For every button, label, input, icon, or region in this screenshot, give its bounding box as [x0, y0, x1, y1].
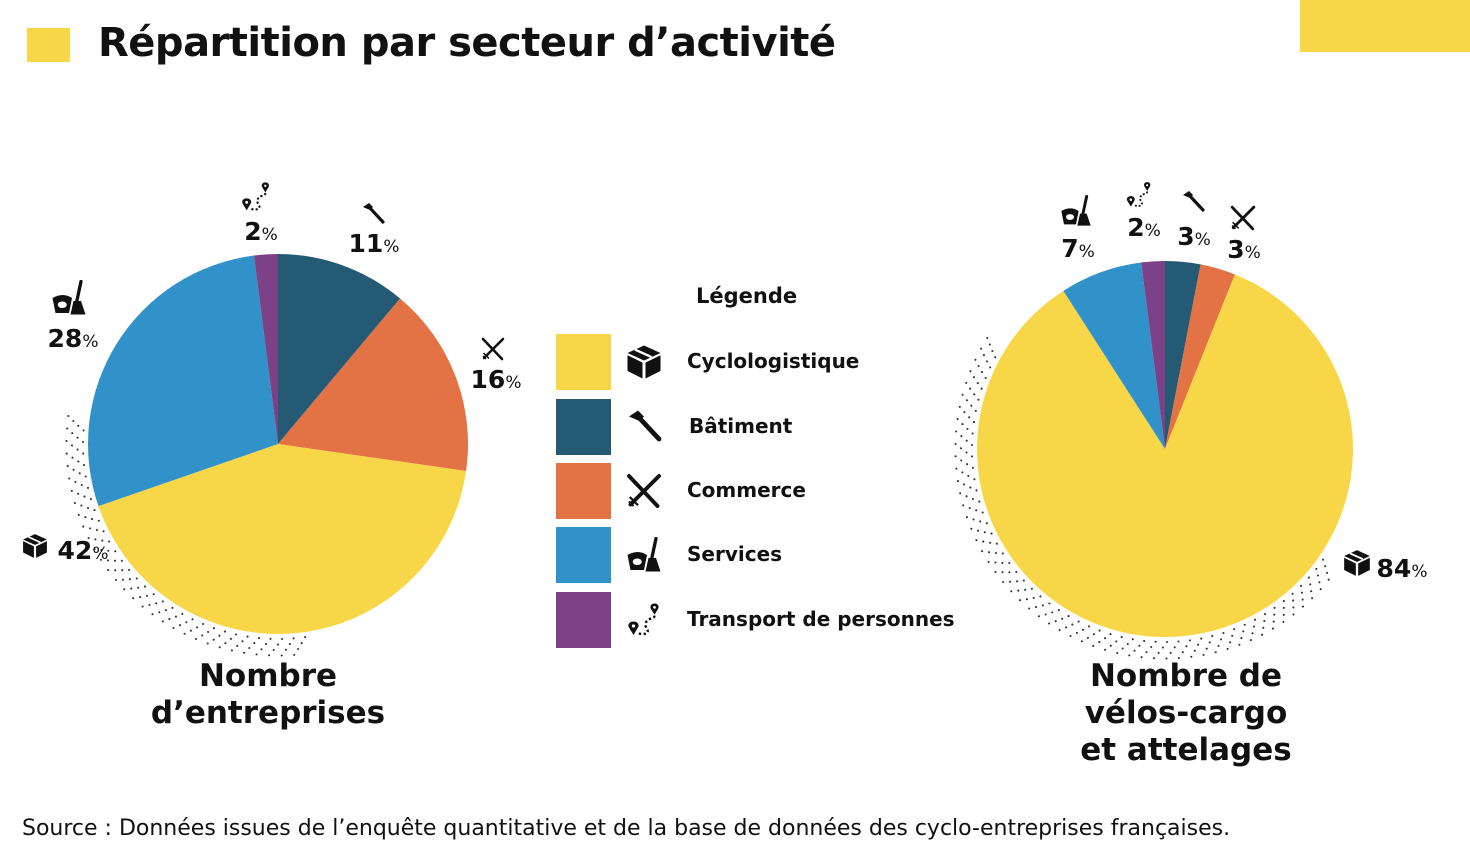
route-pin-icon	[241, 181, 271, 212]
fork-knife-icon	[1230, 205, 1256, 231]
package-icon	[1343, 549, 1371, 577]
bucket-broom-icon	[626, 537, 662, 573]
slice-label-cyclologistique: 84%	[1343, 549, 1428, 583]
pie-slice-batiment	[1165, 261, 1201, 449]
legend-swatch	[556, 592, 611, 648]
left-chart-title: Nombre d’entreprises	[150, 658, 386, 731]
legend-title: Légende	[696, 284, 798, 308]
pie-slice-cyclologistique	[98, 444, 467, 635]
slice-label-commerce: 16%	[471, 337, 522, 394]
legend-item-commerce: Commerce	[556, 463, 976, 519]
data-label: 84%	[1377, 554, 1428, 583]
legend-label: Bâtiment	[689, 414, 793, 438]
data-label: 3%	[1227, 235, 1261, 264]
legend-item-transport-de-personnes: Transport de personnes	[556, 592, 976, 648]
slice-label-services: 28%	[48, 280, 99, 353]
package-icon	[626, 344, 662, 380]
hammer-icon	[626, 409, 662, 445]
corner-accent-bar	[1300, 0, 1470, 52]
legend-label: Commerce	[687, 478, 806, 502]
slice-label-batiment: 3%	[1177, 190, 1211, 251]
bucket-broom-icon	[1060, 195, 1092, 227]
data-label: 2%	[244, 217, 278, 246]
pie-slice-transport-de-personnes	[253, 254, 278, 444]
pie-slice-batiment	[278, 254, 401, 444]
pie-chart-companies: 11% 16% 42% 28% 2%	[22, 181, 522, 657]
data-label: 2%	[1127, 213, 1161, 242]
legend-item-cyclologistique: Cyclologistique	[556, 334, 976, 390]
legend-swatch	[556, 463, 611, 519]
pie-slice-services	[88, 255, 278, 507]
legend-label: Transport de personnes	[687, 607, 955, 631]
page-title: Répartition par secteur d’activité	[98, 20, 836, 66]
slice-label-commerce: 3%	[1227, 205, 1261, 264]
pie-slice-services	[1063, 262, 1165, 449]
hammer-icon	[361, 202, 385, 224]
legend-label: Cyclologistique	[687, 349, 860, 373]
slice-label-batiment: 11%	[349, 202, 400, 258]
route-pin-icon	[626, 602, 662, 638]
dotted-halo	[65, 414, 307, 657]
legend-swatch	[556, 527, 611, 583]
route-pin-icon	[1125, 181, 1152, 208]
slice-label-transport-de-personnes: 2%	[1125, 181, 1161, 242]
source-note: Source : Données issues de l’enquête qua…	[22, 816, 1231, 841]
data-label: 16%	[471, 365, 522, 394]
legend-swatch	[556, 334, 611, 390]
data-label: 7%	[1061, 234, 1095, 263]
pie-slice-commerce	[1165, 264, 1235, 449]
bucket-broom-icon	[51, 280, 87, 316]
slice-label-cyclologistique: 42%	[22, 533, 109, 565]
data-label: 3%	[1177, 222, 1211, 251]
legend-label: Services	[687, 542, 783, 566]
package-icon	[22, 533, 48, 559]
data-label: 28%	[48, 324, 99, 353]
pie-slice-cyclologistique	[976, 274, 1353, 638]
data-label: 42%	[58, 536, 109, 565]
legend-item-batiment: Bâtiment	[556, 399, 976, 455]
title-marker	[27, 28, 70, 62]
legend-item-services: Services	[556, 527, 976, 583]
pie-slice-transport-de-personnes	[1141, 261, 1165, 449]
fork-knife-icon	[626, 473, 662, 509]
slice-label-transport-de-personnes: 2%	[241, 181, 278, 246]
hammer-icon	[1181, 190, 1205, 212]
pie-chart-cargo-bikes: 3% 3% 84% 7% 2%	[954, 181, 1428, 660]
data-label: 11%	[349, 229, 400, 258]
slice-label-services: 7%	[1060, 195, 1095, 263]
right-chart-title: Nombre de vélos-cargo et attelages	[1080, 658, 1292, 768]
legend-swatch	[556, 399, 611, 455]
pie-slice-commerce	[278, 298, 469, 472]
dotted-halo	[954, 336, 1330, 660]
fork-knife-icon	[481, 337, 505, 361]
